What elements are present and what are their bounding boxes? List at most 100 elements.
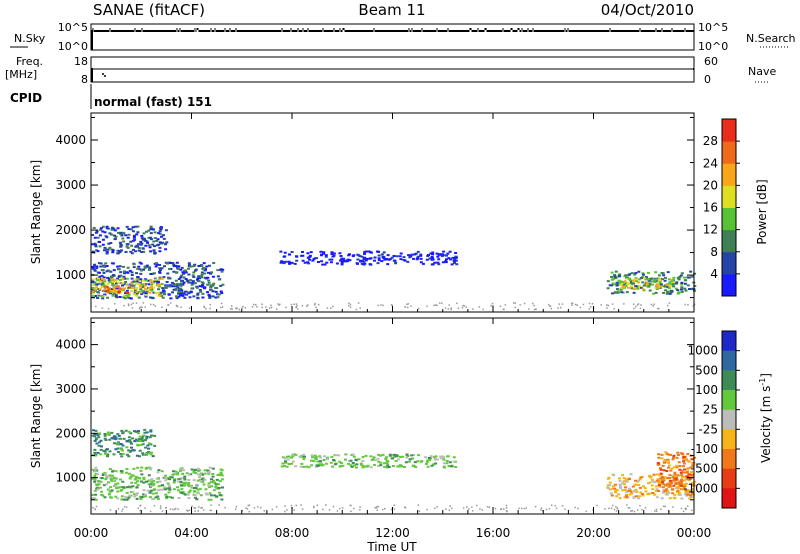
range-cell-group xyxy=(279,250,458,266)
range-cell-group xyxy=(91,466,224,501)
y-tick-label: 4000 xyxy=(55,338,86,352)
velocity-y-axis: 1000 2000 3000 4000 xyxy=(55,321,694,501)
colorbar-segment xyxy=(722,119,736,142)
freq-left-tick-bottom: 8 xyxy=(81,73,88,86)
velocity-ylabel: Slant Range [km] xyxy=(29,364,43,468)
range-cell-group xyxy=(92,225,163,255)
range-cell-group xyxy=(656,454,694,487)
xlabel: Time UT xyxy=(366,540,417,554)
colorbar-segment xyxy=(722,488,736,509)
x-tick-label: 00:00 xyxy=(677,526,712,540)
range-cell-group xyxy=(608,270,695,295)
noise-left-tick-top: 10^5 xyxy=(58,21,88,34)
range-cell-group xyxy=(101,285,122,294)
range-cell-group xyxy=(91,225,169,255)
noise-right-tick-bottom: 10^0 xyxy=(698,40,728,53)
power-cbar-label: Power [dB] xyxy=(755,179,769,244)
noise-sky-trace xyxy=(92,28,694,32)
range-cell-group xyxy=(91,262,225,300)
freq-left-tick-top: 18 xyxy=(74,55,88,68)
velocity-cbar-tick-label: -1000 xyxy=(683,481,718,495)
freq-value-trace xyxy=(92,68,694,70)
colorbar-segment xyxy=(722,409,736,430)
noise-left-tick-bottom: 10^0 xyxy=(58,40,88,53)
velocity-cbar-label-main: Velocity [m s xyxy=(759,386,773,463)
range-cell-group xyxy=(91,428,157,458)
power-ylabel: Slant Range [km] xyxy=(29,160,43,264)
range-cell-group xyxy=(606,270,697,295)
velocity-cbar-label: Velocity [m s-1] xyxy=(758,373,773,463)
y-tick-label: 4000 xyxy=(55,133,86,147)
noise-right-tick-top: 10^5 xyxy=(698,21,728,34)
nave-label: Nave xyxy=(748,65,776,78)
velocity-cbar-tick-label: -25 xyxy=(698,422,718,436)
power-cbar-tick-label: 12 xyxy=(703,223,718,237)
range-cell-group xyxy=(280,250,459,266)
freq-label-line1: Freq. xyxy=(16,55,43,68)
colorbar-segment xyxy=(722,141,736,164)
velocity-cbar-tick-label: 25 xyxy=(703,403,718,417)
range-cell-group xyxy=(621,280,669,291)
y-tick-label: 2000 xyxy=(55,223,86,237)
colorbar-segment xyxy=(722,468,736,489)
power-y-axis: 1000 2000 3000 4000 xyxy=(55,117,694,299)
x-tick-label: 20:00 xyxy=(576,526,611,540)
velocity-cbar-tick-label: -500 xyxy=(691,462,718,476)
colorbar-frame xyxy=(721,330,737,509)
velocity-cbar-label-end: ] xyxy=(759,373,773,378)
power-colorbar: 4 8 12 16 20 24 28 xyxy=(703,118,740,297)
power-cbar-tick-label: 16 xyxy=(703,201,718,215)
freq-dot xyxy=(102,73,104,75)
y-tick-label: 2000 xyxy=(55,426,86,440)
y-tick-label: 1000 xyxy=(55,471,86,485)
x-tick-label: 16:00 xyxy=(476,526,511,540)
x-tick-label: 00:00 xyxy=(74,526,109,540)
date-title: 04/Oct/2010 xyxy=(601,1,694,19)
range-cell-group xyxy=(105,285,131,294)
colorbar-segment xyxy=(722,207,736,231)
x-axis: 00:00 04:00 08:00 12:00 16:00 20:00 00:00 xyxy=(74,113,712,540)
cpid-label: CPID xyxy=(10,91,42,105)
range-cell-group xyxy=(93,467,224,501)
velocity-colorbar: 1000 500 100 25 -25 -100 -500 -1000 xyxy=(683,330,740,509)
freq-trace xyxy=(91,68,694,82)
colorbar-segment xyxy=(722,350,736,371)
x-tick-label: 08:00 xyxy=(275,526,310,540)
power-data xyxy=(91,225,697,311)
freq-right-tick-top: 60 xyxy=(704,55,718,68)
colorbar-segment xyxy=(722,449,736,470)
power-cbar-tick-label: 20 xyxy=(703,178,718,192)
colorbar-segment xyxy=(722,390,736,411)
range-cell-group xyxy=(619,277,675,290)
nsky-label: N.Sky xyxy=(14,32,46,45)
freq-label-line2: [MHz] xyxy=(5,68,37,81)
freq-dot xyxy=(104,75,106,77)
power-panel-bg xyxy=(91,113,694,312)
freq-right-tick-bottom: 0 xyxy=(704,73,711,86)
cpid-value: normal (fast) 151 xyxy=(94,95,212,109)
range-cell-group xyxy=(283,453,456,469)
range-cell-group xyxy=(610,473,694,499)
velocity-cbar-tick-label: 100 xyxy=(695,383,718,397)
nsearch-label: N.Search xyxy=(746,32,796,45)
colorbar-segment xyxy=(722,273,736,297)
colorbar-segment xyxy=(722,163,736,186)
colorbar-segment xyxy=(722,185,736,208)
noise-panel xyxy=(90,23,695,51)
power-cbar-tick-label: 24 xyxy=(703,156,718,170)
range-cell-group xyxy=(610,271,688,295)
y-tick-label: 3000 xyxy=(55,382,86,396)
power-cbar-tick-label: 4 xyxy=(710,267,718,281)
range-cell-group xyxy=(656,451,696,492)
power-cbar-tick-label: 28 xyxy=(703,134,718,148)
range-cell-group xyxy=(92,429,155,458)
velocity-cbar-tick-label: 1000 xyxy=(687,344,718,358)
x-tick-label: 12:00 xyxy=(375,526,410,540)
range-cell-group xyxy=(93,430,153,457)
x-tick-label: 04:00 xyxy=(174,526,209,540)
velocity-panel-bg xyxy=(91,318,694,514)
colorbar-segment xyxy=(722,331,736,352)
beam-title: Beam 11 xyxy=(358,1,425,19)
power-cbar-tick-label: 8 xyxy=(710,245,718,259)
